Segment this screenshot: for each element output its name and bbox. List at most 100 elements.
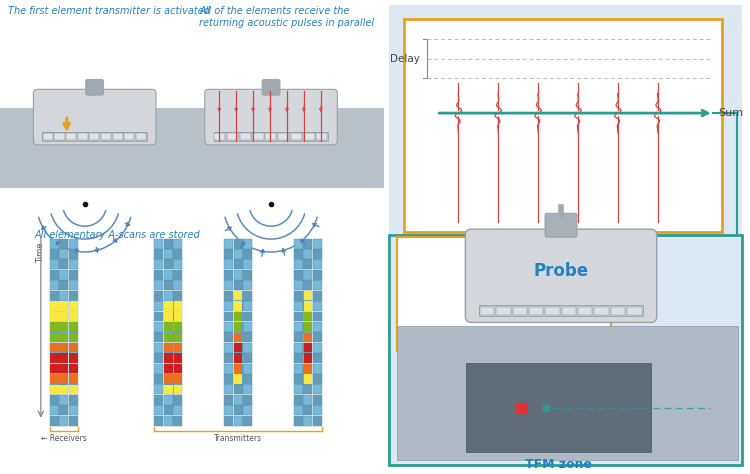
Bar bbox=[164, 322, 173, 332]
Bar bbox=[59, 301, 68, 311]
Bar bbox=[234, 238, 243, 248]
Bar bbox=[224, 238, 233, 248]
Bar bbox=[59, 270, 68, 280]
Bar bbox=[234, 333, 242, 342]
Bar bbox=[173, 354, 182, 363]
Bar bbox=[59, 343, 68, 353]
Bar bbox=[59, 332, 68, 342]
Bar bbox=[164, 416, 173, 426]
Bar bbox=[496, 307, 511, 315]
Bar bbox=[69, 395, 78, 405]
Bar bbox=[154, 270, 164, 280]
FancyBboxPatch shape bbox=[86, 79, 104, 95]
Bar bbox=[154, 395, 164, 405]
Bar bbox=[304, 405, 313, 415]
Bar bbox=[266, 134, 277, 140]
Bar bbox=[89, 134, 100, 140]
Bar bbox=[164, 280, 173, 290]
Bar bbox=[304, 280, 313, 290]
Bar bbox=[304, 332, 313, 342]
Bar bbox=[173, 270, 182, 280]
Bar bbox=[42, 132, 147, 141]
Bar bbox=[234, 374, 243, 384]
Bar bbox=[69, 353, 78, 363]
Bar bbox=[50, 354, 58, 363]
Bar bbox=[50, 343, 58, 353]
Bar bbox=[294, 280, 303, 290]
Bar bbox=[50, 238, 58, 248]
Bar bbox=[50, 249, 58, 259]
Bar bbox=[294, 395, 303, 405]
Bar bbox=[59, 312, 68, 321]
Bar bbox=[304, 364, 312, 374]
Bar bbox=[154, 238, 164, 248]
Bar bbox=[304, 364, 313, 374]
Bar bbox=[234, 343, 243, 353]
Bar bbox=[234, 322, 243, 332]
Bar bbox=[164, 270, 173, 280]
Bar bbox=[234, 312, 242, 321]
Bar bbox=[59, 301, 68, 311]
FancyBboxPatch shape bbox=[545, 213, 577, 237]
Bar bbox=[595, 307, 609, 315]
Bar bbox=[224, 311, 233, 321]
Bar bbox=[50, 322, 58, 332]
Bar bbox=[313, 322, 322, 332]
Bar bbox=[50, 416, 58, 426]
Bar bbox=[545, 307, 560, 315]
Bar bbox=[313, 291, 322, 301]
Bar bbox=[69, 333, 77, 342]
Bar bbox=[224, 395, 233, 405]
Bar bbox=[164, 343, 173, 353]
Bar bbox=[173, 364, 182, 374]
Bar bbox=[173, 343, 182, 353]
Bar bbox=[224, 280, 233, 290]
Bar bbox=[304, 384, 313, 394]
FancyBboxPatch shape bbox=[262, 79, 280, 95]
Bar bbox=[59, 311, 68, 321]
Bar bbox=[313, 353, 322, 363]
Bar bbox=[304, 353, 313, 363]
Bar bbox=[173, 322, 182, 332]
Bar bbox=[294, 291, 303, 301]
Bar bbox=[224, 416, 233, 426]
Bar bbox=[154, 259, 164, 269]
Bar bbox=[234, 395, 243, 405]
Bar bbox=[164, 395, 173, 405]
Bar bbox=[164, 291, 173, 301]
Bar bbox=[313, 374, 322, 384]
Bar bbox=[234, 353, 243, 363]
Bar bbox=[173, 374, 182, 384]
Bar bbox=[164, 333, 172, 342]
Bar bbox=[224, 270, 233, 280]
Bar bbox=[164, 364, 173, 374]
Bar bbox=[224, 343, 233, 353]
Bar bbox=[243, 364, 252, 374]
Bar bbox=[164, 354, 172, 363]
Bar bbox=[69, 311, 78, 321]
Bar bbox=[224, 249, 233, 259]
Bar bbox=[164, 311, 173, 321]
Bar bbox=[173, 416, 182, 426]
Bar bbox=[294, 364, 303, 374]
Bar bbox=[69, 280, 78, 290]
Bar bbox=[154, 301, 164, 311]
Bar bbox=[243, 416, 252, 426]
Bar bbox=[173, 322, 182, 332]
Bar bbox=[294, 374, 303, 384]
Bar bbox=[43, 134, 53, 140]
Bar bbox=[397, 327, 739, 460]
Bar bbox=[234, 343, 242, 353]
Bar bbox=[59, 364, 68, 374]
Bar bbox=[154, 322, 164, 332]
Bar bbox=[50, 374, 58, 384]
Bar bbox=[294, 405, 303, 415]
Bar bbox=[69, 322, 78, 332]
Bar bbox=[294, 384, 303, 394]
Bar bbox=[50, 374, 58, 384]
Bar bbox=[173, 343, 182, 353]
Bar bbox=[173, 301, 182, 311]
Bar bbox=[50, 353, 58, 363]
Bar bbox=[69, 301, 77, 311]
Bar bbox=[59, 291, 68, 301]
